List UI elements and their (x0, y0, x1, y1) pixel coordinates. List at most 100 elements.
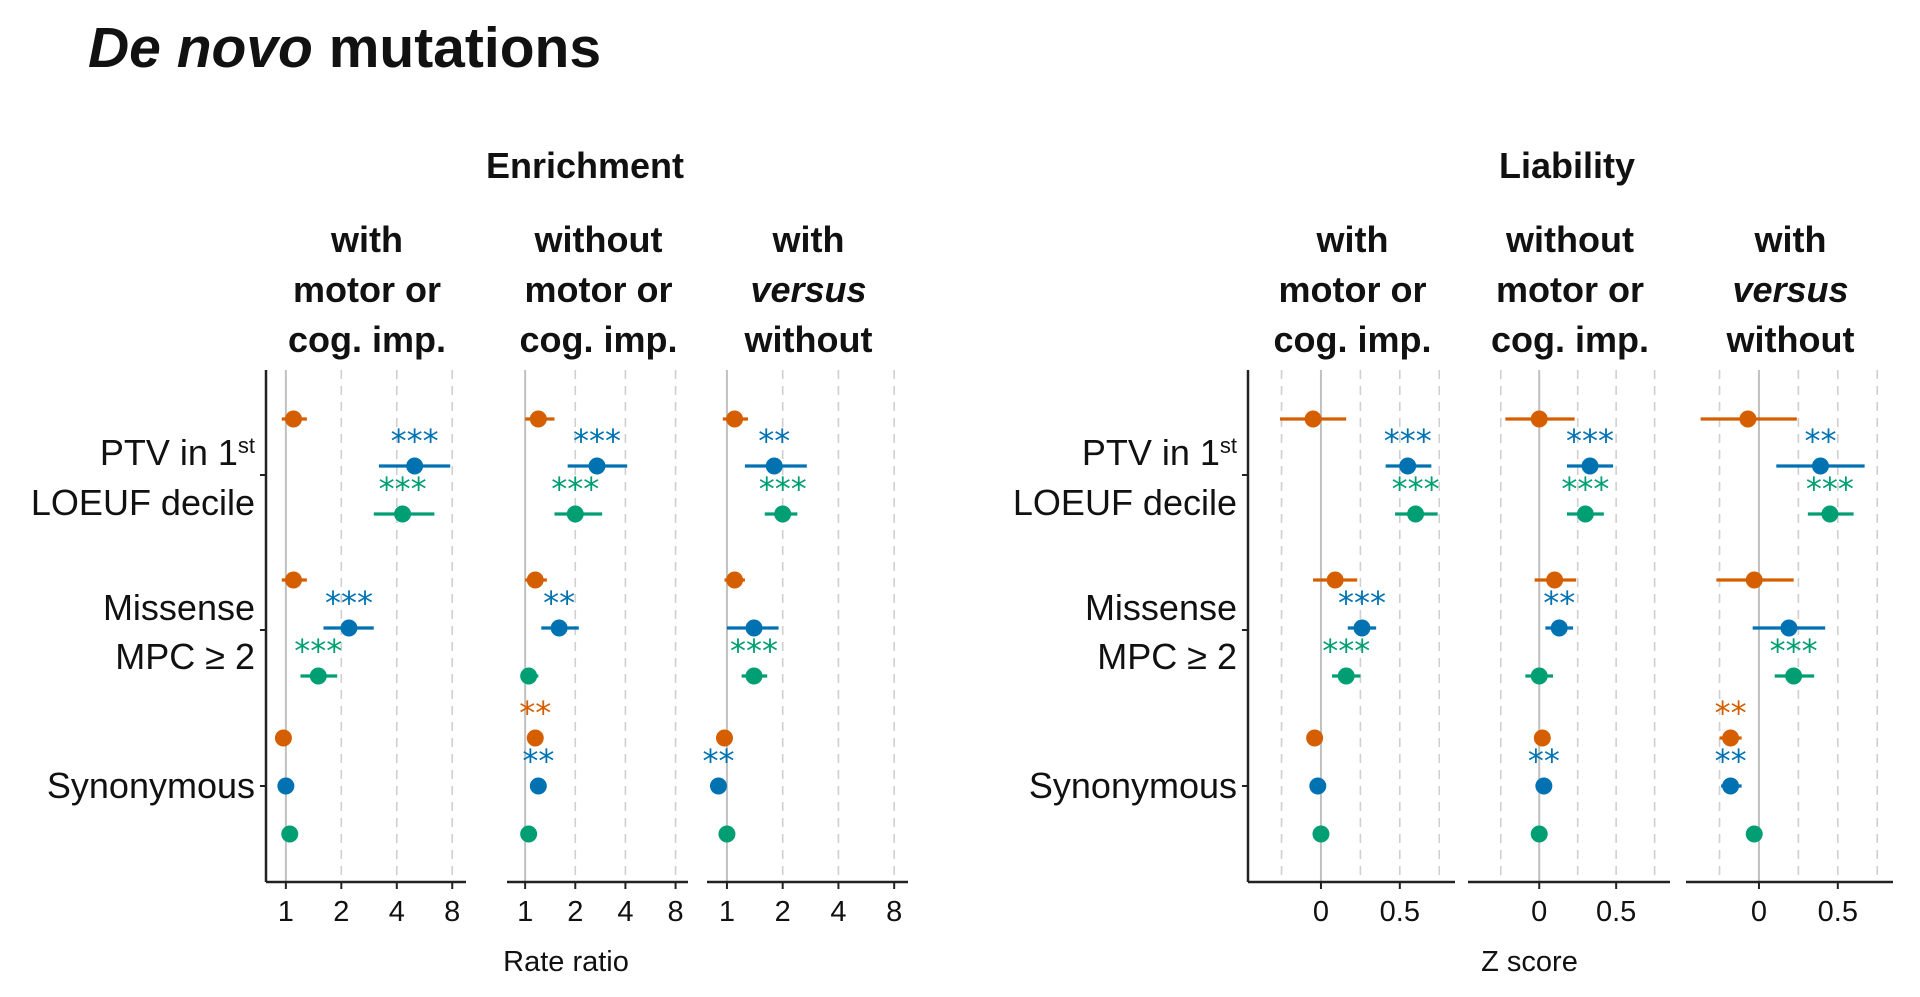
significance-stars: *** (294, 632, 342, 670)
point-versus: *** (1322, 632, 1370, 685)
facet-label-line: with (330, 219, 403, 260)
point-without-motor: ** (1776, 422, 1865, 475)
point-without-motor: *** (378, 422, 451, 475)
point-without-motor: ** (1543, 584, 1575, 637)
point-with-motor (281, 571, 307, 589)
estimate-point (566, 505, 584, 523)
point-without-motor: *** (323, 584, 374, 637)
estimate-point (520, 825, 538, 843)
estimate-point (1304, 410, 1322, 428)
point-with-motor (1716, 571, 1794, 589)
estimate-point (1546, 571, 1564, 589)
row-label: LOEUF decile (31, 482, 255, 523)
estimate-point (520, 667, 538, 685)
estimate-point (281, 825, 299, 843)
facet-label-line: versus (1732, 269, 1848, 310)
x-tick-label: 8 (667, 896, 683, 928)
row-label-text: LOEUF decile (31, 482, 255, 523)
point-with-motor (1306, 729, 1324, 747)
estimate-point (1581, 457, 1599, 475)
estimate-point (529, 410, 547, 428)
point-without-motor (726, 619, 779, 637)
estimate-point (1785, 667, 1803, 685)
estimate-point (1821, 505, 1839, 523)
significance-stars: ** (519, 694, 551, 732)
row-label-text: Synonymous (1029, 765, 1237, 806)
estimate-point (745, 667, 763, 685)
facet-1: with motor or cog. imp. 0 0.5 *** *** *** *** (1248, 219, 1455, 928)
estimate-point (1530, 667, 1548, 685)
facet-label-line: motor or (293, 269, 441, 310)
row-label: MPC ≥ 2 (1097, 636, 1237, 677)
significance-stars: *** (391, 422, 439, 460)
estimate-point (1326, 571, 1344, 589)
row-label-text: MPC ≥ 2 (1097, 636, 1237, 677)
point-versus (1525, 667, 1554, 685)
facet-label-line: with (1316, 219, 1389, 260)
point-versus (1312, 825, 1330, 843)
estimate-point (1745, 571, 1763, 589)
facet-label-line: with (772, 219, 845, 260)
significance-stars: *** (730, 632, 778, 670)
estimate-point (1399, 457, 1417, 475)
point-versus (520, 825, 538, 843)
figure-title-rest: mutations (313, 16, 601, 80)
point-versus: *** (759, 470, 807, 523)
significance-stars: *** (1806, 470, 1854, 508)
point-without-motor: ** (702, 742, 734, 795)
point-with-motor (525, 571, 547, 589)
facet-label-line: cog. imp. (1273, 319, 1431, 360)
section-title: Liability (1499, 145, 1635, 186)
estimate-point (1306, 729, 1324, 747)
point-versus (1530, 825, 1548, 843)
x-tick-label: 2 (333, 896, 349, 928)
facet-label-line: without (1726, 319, 1855, 360)
point-with-motor (1505, 410, 1575, 428)
estimate-point (1576, 505, 1594, 523)
significance-stars: *** (759, 470, 807, 508)
estimate-point (1739, 410, 1757, 428)
x-tick-label: 8 (886, 896, 902, 928)
facet-label-line: without (534, 219, 663, 260)
x-tick-label: 0 (1751, 896, 1767, 928)
significance-stars: ** (1715, 742, 1747, 780)
estimate-point (340, 619, 358, 637)
point-with-motor (1533, 729, 1551, 747)
estimate-point (277, 777, 295, 795)
point-with-motor: ** (1715, 694, 1747, 747)
point-without-motor: *** (1566, 422, 1614, 475)
x-tick-label: 4 (617, 896, 633, 928)
point-without-motor (277, 777, 295, 795)
point-versus (520, 667, 539, 685)
estimate-point (715, 729, 733, 747)
significance-stars: *** (551, 470, 599, 508)
point-with-motor (274, 729, 292, 747)
point-versus: *** (294, 632, 342, 685)
estimate-point (718, 825, 736, 843)
point-without-motor: *** (1384, 422, 1432, 475)
row-label: PTV in 1st (100, 432, 255, 473)
significance-stars: ** (543, 584, 575, 622)
point-versus (281, 825, 299, 843)
significance-stars: ** (1528, 742, 1560, 780)
x-tick-label: 2 (567, 896, 583, 928)
section-title: Enrichment (486, 145, 684, 186)
estimate-point (284, 571, 302, 589)
estimate-point (745, 619, 763, 637)
significance-stars: ** (522, 742, 554, 780)
point-without-motor: ** (522, 742, 554, 795)
point-versus: *** (1561, 470, 1609, 523)
row-label-text: Missense (103, 587, 255, 628)
point-with-motor: ** (519, 694, 551, 747)
estimate-point (529, 777, 547, 795)
point-without-motor: ** (541, 584, 579, 637)
x-tick-label: 1 (719, 896, 735, 928)
row-label: Missense (1085, 587, 1237, 628)
estimate-point (1722, 777, 1740, 795)
figure-title: De novo mutations (88, 16, 601, 80)
panel-liability: Liability PTV in 1st LOEUF decile Missense M… (1013, 145, 1893, 978)
point-with-motor (1700, 410, 1797, 428)
